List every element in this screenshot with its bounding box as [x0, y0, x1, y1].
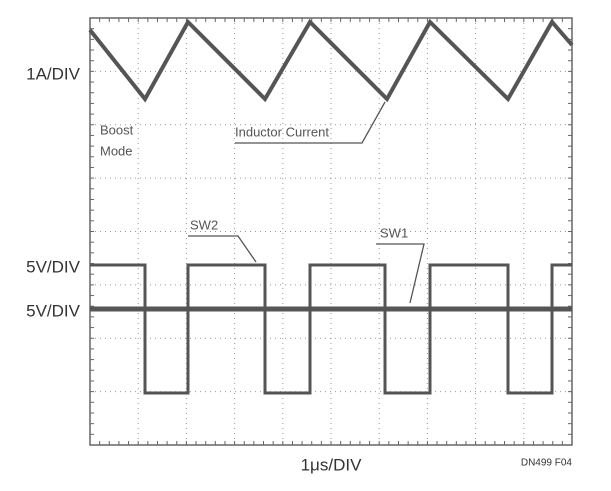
leaders	[188, 101, 425, 304]
grid	[90, 18, 572, 445]
scope-screen	[89, 17, 573, 446]
figure-id: DN499 F04	[521, 458, 573, 469]
annotation: Mode	[100, 143, 133, 158]
waveforms	[88, 18, 574, 395]
y-label: 1A/DIV	[26, 64, 81, 83]
sw2-leader	[188, 235, 257, 263]
annotation: SW1	[380, 225, 408, 240]
annotation: Inductor Current	[235, 124, 329, 139]
y-label: 5V/DIV	[26, 257, 81, 276]
x-label: 1μs/DIV	[301, 455, 362, 474]
sw2-trace	[90, 263, 572, 395]
annotation: Boost	[100, 122, 134, 137]
annotation: SW2	[190, 217, 218, 232]
y-label: 5V/DIV	[26, 301, 81, 320]
inductor-leader	[235, 101, 386, 144]
inductor-current-trace	[88, 18, 574, 103]
sw1-leader	[376, 243, 425, 304]
